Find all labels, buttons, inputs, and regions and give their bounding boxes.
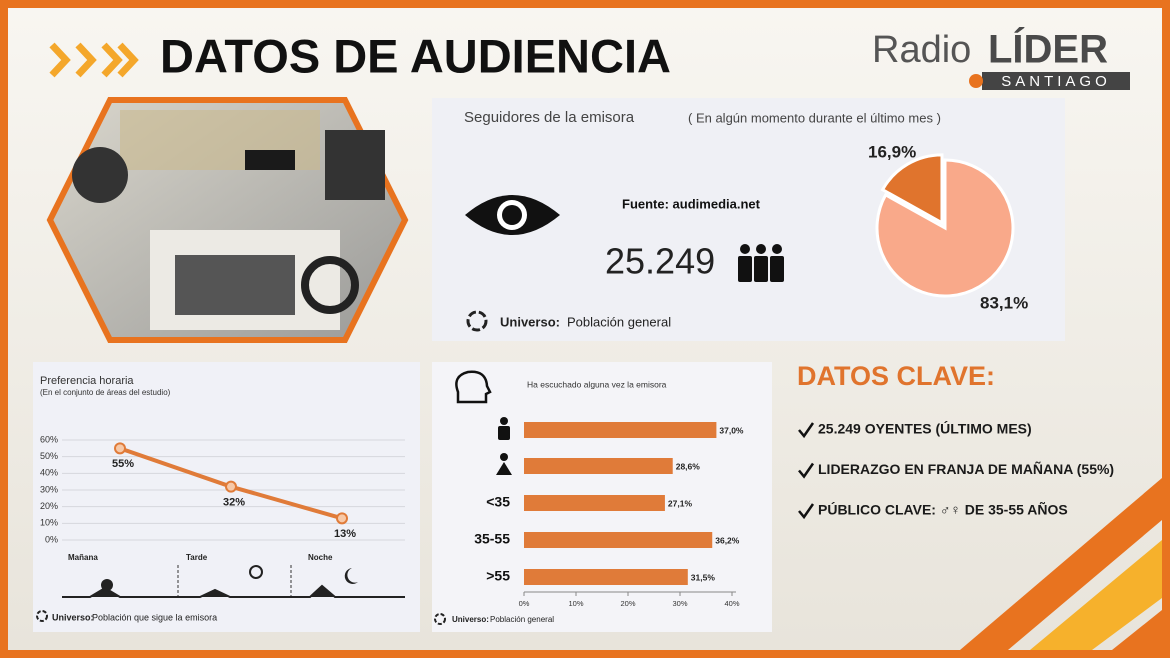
y-tick-label: 40%	[40, 468, 58, 478]
pie-label: 83,1%	[980, 293, 1028, 312]
value-label: 55%	[112, 458, 134, 470]
universe-value: Población que sigue la emisora	[92, 612, 217, 622]
logo-dot	[969, 74, 983, 88]
bar	[524, 458, 673, 474]
value-label: 13%	[334, 528, 356, 540]
point	[336, 512, 348, 525]
logo-word: Radio	[872, 29, 971, 71]
head-icon	[455, 370, 492, 404]
universe-icon	[466, 310, 488, 332]
y-tick-label: 0%	[45, 534, 58, 544]
key-item: PÚBLICO CLAVE: ♂♀ DE 35-55 AÑOS	[818, 501, 1068, 518]
value-label: 37,0%	[719, 425, 744, 435]
time-scene	[62, 565, 405, 598]
chart-subtitle: (En el conjunto de áreas del estudio)	[40, 388, 171, 397]
y-tick-label: <35	[486, 494, 510, 510]
logo-name: LÍDER	[988, 27, 1108, 72]
studio-photo	[46, 97, 409, 343]
x-tick-label: Noche	[308, 553, 333, 562]
logo-sub: SANTIAGO	[1001, 73, 1111, 90]
logo-band	[982, 72, 1130, 90]
value-label: 31,5%	[691, 572, 716, 582]
universe-icon	[36, 610, 48, 622]
universe-label: Universo:	[52, 612, 94, 622]
y-tick-label: 50%	[40, 451, 58, 461]
y-tick-label: 30%	[40, 484, 58, 494]
check-icon	[798, 503, 815, 520]
value-label: 28,6%	[676, 461, 701, 471]
universe-icon	[434, 613, 446, 625]
followers-title: Seguidores de la emisora	[464, 109, 635, 126]
universe-value: Población general	[567, 314, 671, 329]
page-title: DATOS DE AUDIENCIA	[160, 29, 671, 82]
chart-title: Ha escuchado alguna vez la emisora	[527, 379, 667, 389]
point	[225, 480, 237, 493]
chart-title: Preferencia horaria	[40, 375, 134, 387]
x-tick-label: Tarde	[186, 553, 208, 562]
universe-value: Población general	[490, 615, 554, 624]
universe-label: Universo:	[500, 314, 560, 329]
bar	[524, 569, 688, 585]
pie-label: 16,9%	[868, 142, 916, 161]
bar	[524, 422, 717, 438]
stripes	[960, 478, 1162, 650]
y-tick-label: 10%	[40, 518, 58, 528]
check-icon	[798, 422, 815, 439]
key-item: LIDERAZGO EN FRANJA DE MAÑANA (55%)	[818, 460, 1114, 477]
x-tick-label: 20%	[620, 599, 635, 608]
x-tick-label: 10%	[568, 599, 583, 608]
followers-note: ( En algún momento durante el último mes…	[688, 110, 941, 125]
source: Fuente: audimedia.net	[622, 196, 761, 211]
value-label: 32%	[223, 497, 245, 509]
x-tick-label: 0%	[519, 599, 530, 608]
key-item: 25.249 OYENTES (ÚLTIMO MES)	[818, 420, 1032, 437]
followers-count: 25.249	[605, 241, 715, 282]
arrows	[49, 42, 139, 78]
value-label: 27,1%	[668, 498, 693, 508]
key-title: DATOS CLAVE:	[797, 361, 995, 391]
y-tick-label: 60%	[40, 434, 58, 444]
y-tick-label: 35-55	[474, 531, 510, 547]
check-icon	[798, 462, 815, 479]
y-tick-label: 20%	[40, 501, 58, 511]
value-label: 36,2%	[715, 535, 740, 545]
point	[114, 442, 126, 455]
eye-icon	[465, 195, 560, 235]
x-tick-label: 30%	[672, 599, 687, 608]
bar	[524, 495, 665, 511]
people-icon	[738, 244, 784, 282]
bar	[524, 532, 713, 548]
universe-label: Universo:	[452, 615, 489, 624]
gender-icons	[496, 417, 512, 475]
pie-slice	[875, 158, 1015, 298]
y-tick-label: >55	[486, 568, 510, 584]
pie-slice	[880, 153, 944, 226]
x-tick-label: 40%	[724, 599, 739, 608]
x-tick-label: Mañana	[68, 553, 98, 562]
line-panel	[33, 362, 420, 632]
